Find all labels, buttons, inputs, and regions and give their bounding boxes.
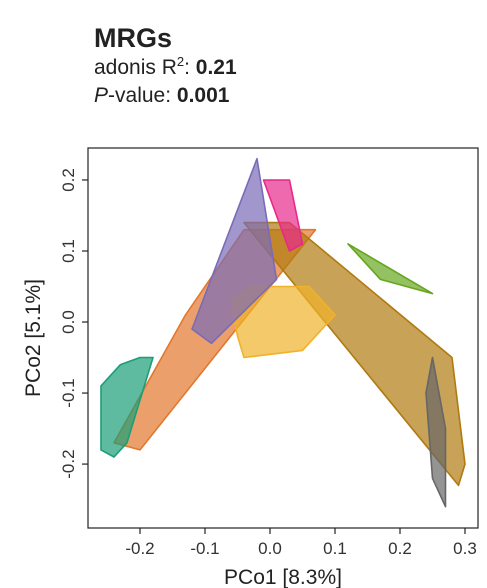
chart-header: MRGs adonis R2: 0.21 P-value: 0.001 xyxy=(94,22,237,110)
y-axis-label: PCo2 [5.1%] xyxy=(22,279,45,397)
x-tick-label: 0.2 xyxy=(388,539,412,558)
group-hull-5 xyxy=(262,179,304,252)
group-hull-4 xyxy=(191,157,278,345)
pvalue-label-rest: -value: xyxy=(108,84,177,107)
pvalue-label-italic: P xyxy=(94,84,109,107)
group-hull-7 xyxy=(100,356,154,458)
x-tick-label: 0.0 xyxy=(258,539,282,558)
y-tick-label: -0.2 xyxy=(59,449,78,478)
x-tick-label: 0.1 xyxy=(323,539,347,558)
x-tick-label: -0.2 xyxy=(125,539,154,558)
group-hulls xyxy=(100,157,466,508)
y-tick-label: -0.1 xyxy=(59,378,78,407)
x-axis-label: PCo1 [8.3%] xyxy=(224,566,342,588)
adonis-stat-line: adonis R2: 0.21 xyxy=(94,54,237,82)
chart-title: MRGs xyxy=(94,23,173,53)
y-tick-label: 0.0 xyxy=(59,310,78,334)
x-tick-label: -0.1 xyxy=(190,539,219,558)
x-tick-label: 0.3 xyxy=(453,539,477,558)
group-hull-6 xyxy=(347,243,434,295)
pvalue-stat-line: P-value: 0.001 xyxy=(94,82,237,110)
y-tick-label: 0.2 xyxy=(59,168,78,192)
y-axis: -0.2 -0.1 0.0 0.1 0.2 xyxy=(59,168,88,479)
y-tick-label: 0.1 xyxy=(59,239,78,263)
r-squared-superscript: 2 xyxy=(176,54,185,69)
adonis-label: adonis R xyxy=(94,56,177,79)
pvalue-value: 0.001 xyxy=(176,84,230,107)
plot-panel-border xyxy=(87,147,479,529)
x-axis: -0.2 -0.1 0.0 0.1 0.2 0.3 xyxy=(125,528,477,558)
adonis-separator: : xyxy=(184,56,196,79)
group-hull-8 xyxy=(425,356,447,508)
adonis-r2-value: 0.21 xyxy=(195,56,237,79)
